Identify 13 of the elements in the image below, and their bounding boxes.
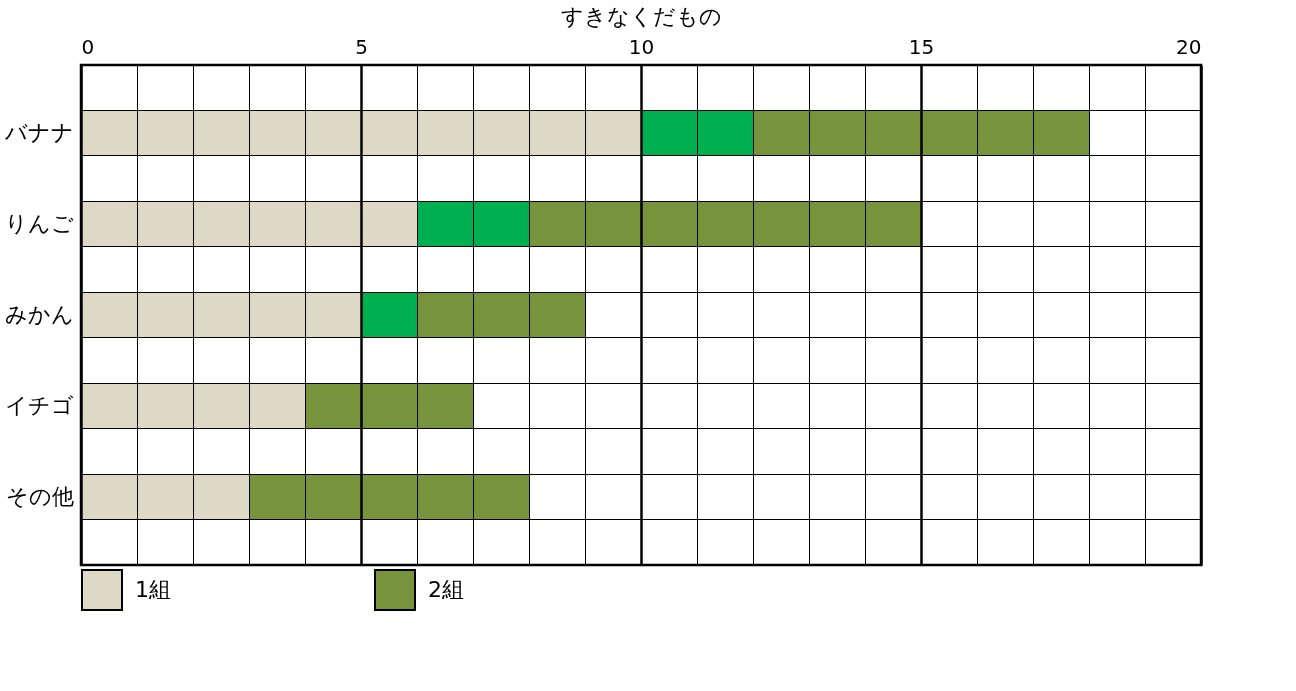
x-tick-label: 10 xyxy=(628,34,655,59)
legend-label: 1組 xyxy=(135,577,171,602)
x-tick-label: 0 xyxy=(81,34,95,59)
y-tick-label: みかん xyxy=(4,302,74,327)
x-tick-label: 5 xyxy=(355,34,368,59)
y-tick-label: イチゴ xyxy=(4,392,74,418)
chart-title: すきなくだもの xyxy=(560,4,722,29)
x-tick-label: 20 xyxy=(1176,34,1202,59)
y-tick-label: りんご xyxy=(4,211,74,237)
x-tick-label: 15 xyxy=(908,34,935,59)
legend-label: 2組 xyxy=(428,577,464,602)
y-tick-label: その他 xyxy=(5,483,74,509)
y-tick-label: バナナ xyxy=(3,120,74,146)
